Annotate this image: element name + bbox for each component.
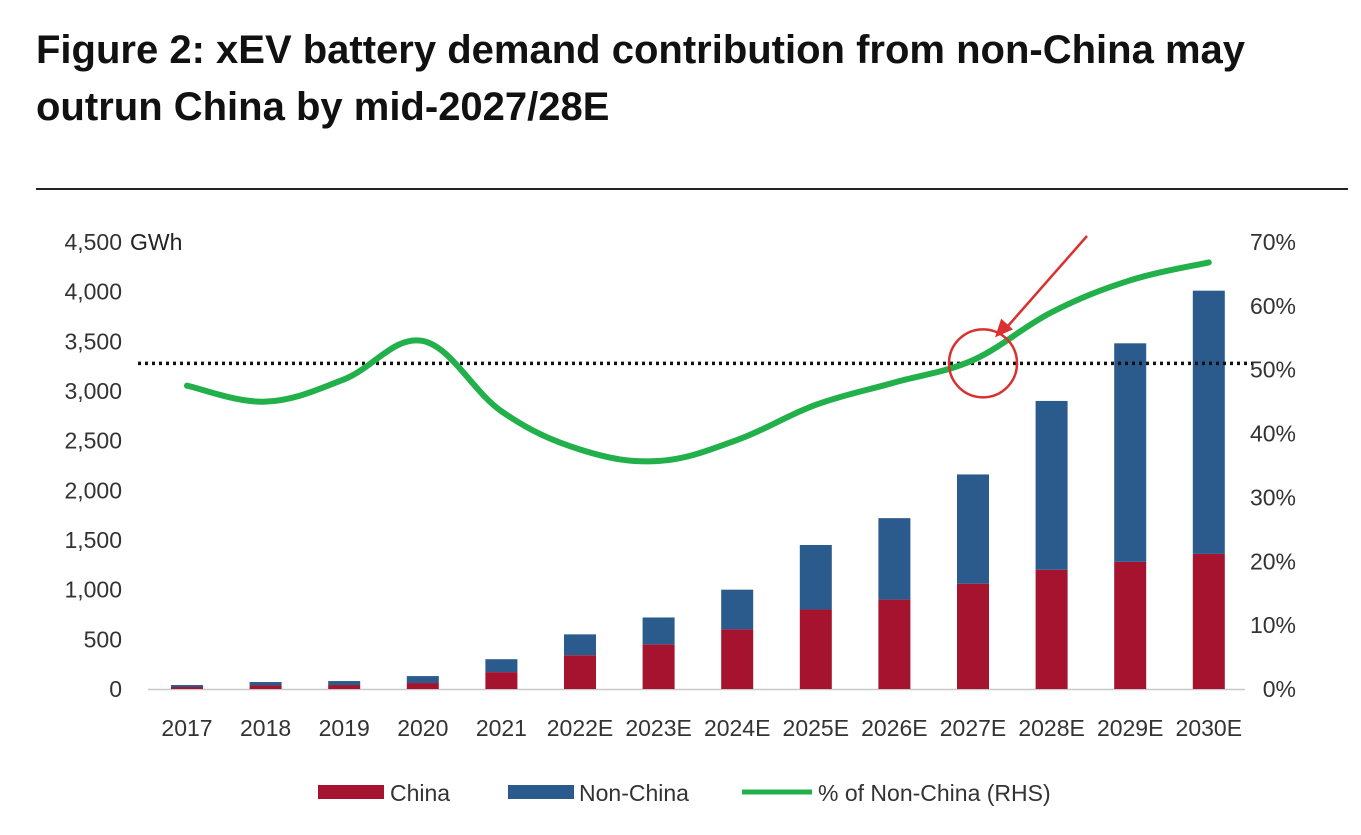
legend: China Non-China % of Non-China (RHS) <box>318 780 1051 806</box>
left-axis: 0 500 1,000 1,500 2,000 2,500 3,000 3,500 4,000 4… <box>64 229 122 702</box>
bar-china <box>328 685 361 689</box>
left-tick-label: 4,500 <box>64 229 122 255</box>
x-tick-label: 2023E <box>625 715 692 741</box>
x-tick-label: 2024E <box>704 715 771 741</box>
bar-non-china <box>721 589 754 630</box>
bar-non-china <box>1035 400 1068 570</box>
chart-title: Figure 2: xEV battery demand contributio… <box>36 28 1246 129</box>
right-tick-label: 40% <box>1250 421 1296 447</box>
bar-non-china <box>171 685 203 688</box>
left-tick-label: 1,000 <box>64 577 122 603</box>
bar-china <box>957 583 989 689</box>
x-tick-label: 2030E <box>1176 715 1243 741</box>
bar-china <box>721 629 754 689</box>
bar-china <box>1114 561 1147 689</box>
bar-non-china <box>799 544 832 610</box>
legend-label: China <box>390 780 450 806</box>
right-tick-label: 10% <box>1250 612 1296 638</box>
right-tick-label: 60% <box>1250 293 1296 319</box>
bar-china <box>642 644 675 689</box>
left-tick-label: 3,500 <box>64 328 122 354</box>
left-tick-label: 500 <box>84 626 122 652</box>
left-axis-unit: GWh <box>130 229 182 255</box>
bar-non-china <box>328 681 361 686</box>
bar-china <box>406 683 439 689</box>
bar-non-china <box>1192 290 1225 554</box>
x-tick-label: 2019 <box>319 715 370 741</box>
right-tick-label: 70% <box>1250 229 1296 255</box>
bar-non-china <box>249 682 282 686</box>
x-tick-label: 2018 <box>240 715 291 741</box>
left-tick-label: 0 <box>109 676 122 702</box>
bar-non-china <box>957 474 989 584</box>
left-tick-label: 3,000 <box>64 378 122 404</box>
right-tick-label: 30% <box>1250 484 1296 510</box>
bars <box>171 290 1225 689</box>
legend-swatch <box>318 785 384 799</box>
bar-china <box>249 685 282 689</box>
bar-non-china <box>878 518 911 600</box>
bar-non-china <box>564 634 596 656</box>
annotation-arrowhead <box>995 318 1014 338</box>
x-tick-label: 2025E <box>783 715 850 741</box>
x-tick-label: 2028E <box>1018 715 1085 741</box>
bar-china <box>485 672 518 689</box>
bar-non-china <box>642 617 675 645</box>
annotation <box>947 235 1088 399</box>
bar-china <box>799 609 832 689</box>
left-tick-label: 4,000 <box>64 279 122 305</box>
bar-china <box>1192 553 1225 689</box>
x-axis: 2017 2018 2019 2020 2021 2022E 2023E 2024E 2025E… <box>161 715 1242 741</box>
x-tick-label: 2027E <box>940 715 1007 741</box>
right-tick-label: 20% <box>1250 548 1296 574</box>
bar-non-china <box>485 659 518 673</box>
x-tick-label: 2022E <box>547 715 614 741</box>
bar-china <box>171 687 203 689</box>
legend-label: Non-China <box>579 780 689 806</box>
left-tick-label: 2,500 <box>64 428 122 454</box>
x-tick-label: 2020 <box>397 715 448 741</box>
bar-non-china <box>1114 343 1147 562</box>
x-tick-label: 2017 <box>161 715 212 741</box>
title-divider <box>36 188 1348 190</box>
bar-non-china <box>406 676 439 684</box>
pct-non-china-line <box>184 259 1212 465</box>
legend-swatch <box>508 785 574 799</box>
left-tick-label: 2,000 <box>64 477 122 503</box>
x-tick-label: 2026E <box>861 715 928 741</box>
annotation-circle <box>947 328 1019 399</box>
legend-label: % of Non-China (RHS) <box>818 780 1051 806</box>
right-tick-label: 0% <box>1263 676 1296 702</box>
bar-china <box>878 599 911 689</box>
right-tick-label: 50% <box>1250 357 1296 383</box>
left-tick-label: 1,500 <box>64 527 122 553</box>
x-tick-label: 2029E <box>1097 715 1164 741</box>
annotation-arrow <box>1004 235 1088 331</box>
bar-china <box>1035 569 1068 689</box>
x-tick-label: 2021 <box>476 715 527 741</box>
bar-china <box>564 655 596 689</box>
right-axis: 0% 10% 20% 30% 40% 50% 60% 70% <box>1250 229 1296 702</box>
